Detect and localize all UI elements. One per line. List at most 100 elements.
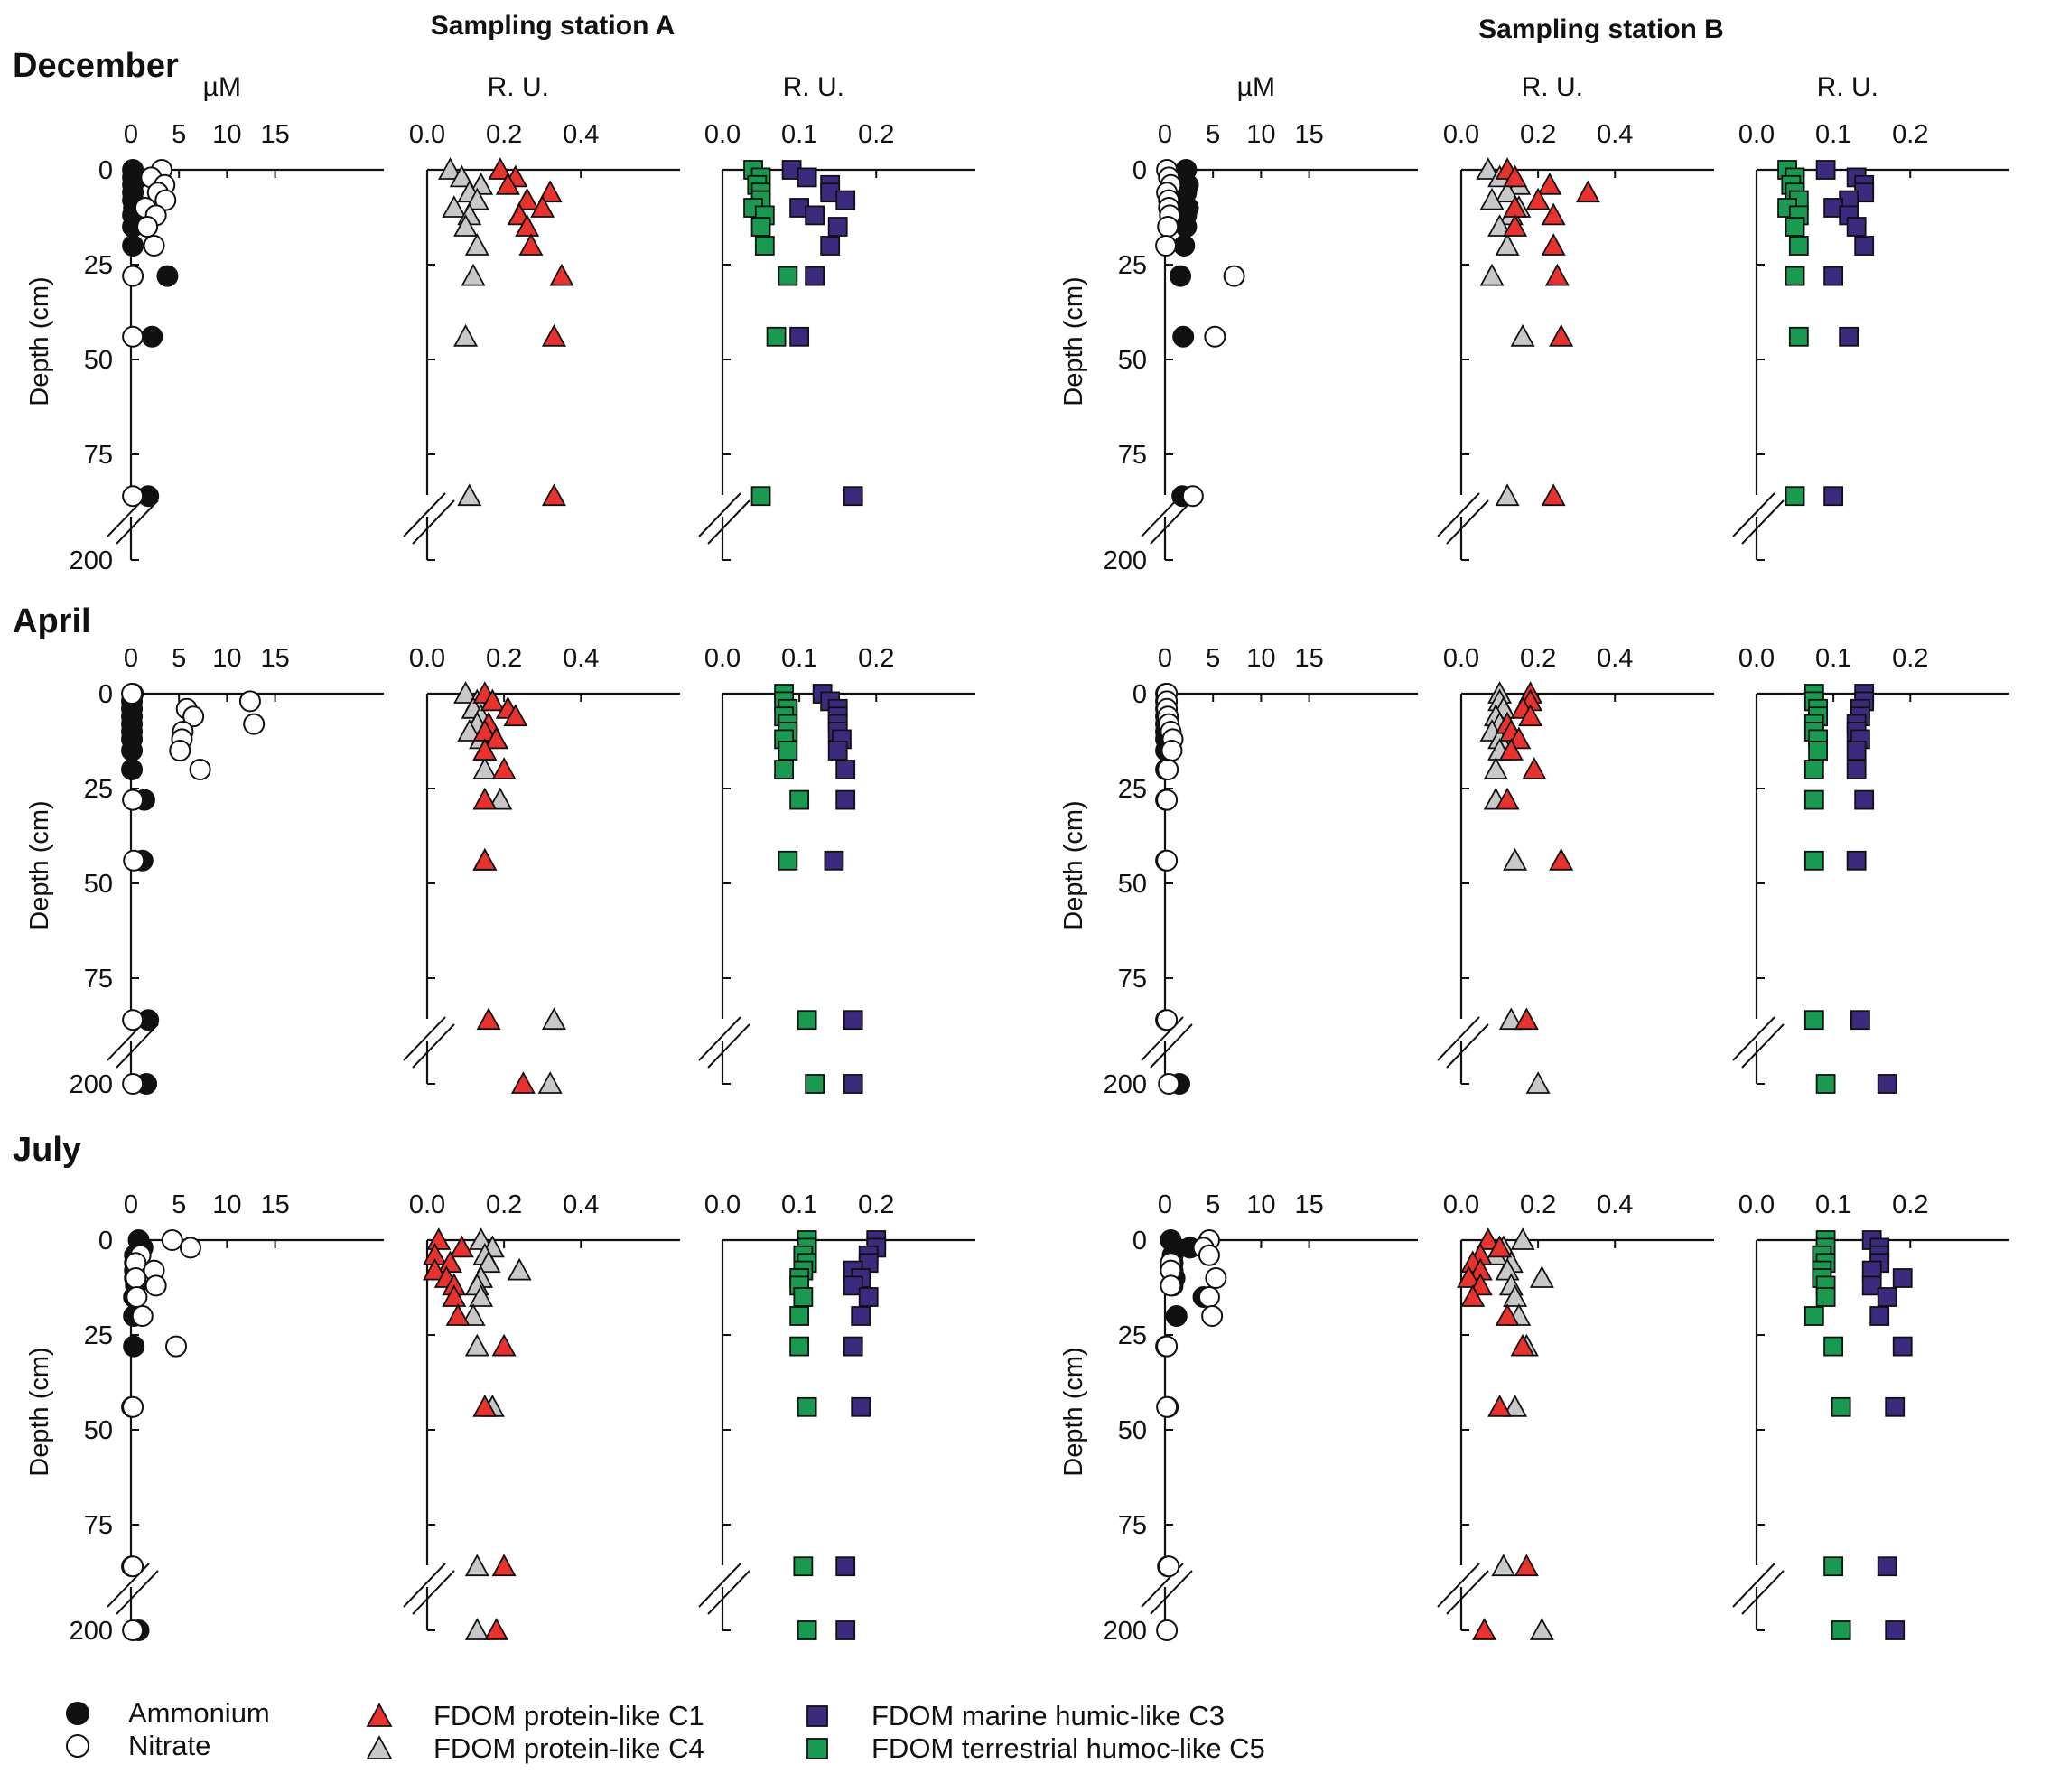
panel-b-december-protein: R. U. 0.0 0.2 0.4 [1437, 72, 1714, 561]
y-tick-label: 200 [1104, 546, 1147, 575]
nitrate-point [1157, 759, 1179, 780]
nitrate-point [1198, 1244, 1220, 1266]
axis-break-mark [1446, 1570, 1489, 1615]
month-label-december: December [13, 47, 179, 85]
c4-point [472, 757, 498, 779]
nitrate-point [122, 1555, 144, 1578]
axis-break-mark [116, 1570, 159, 1615]
c3-point [835, 1620, 856, 1640]
ammonium-point [141, 325, 163, 348]
c5-point [1788, 236, 1809, 256]
c3-point [1869, 1306, 1890, 1326]
c5-point [1831, 1620, 1851, 1640]
c1-point [472, 1394, 498, 1417]
c1-point [1514, 1554, 1539, 1577]
c1-point [1460, 1284, 1486, 1307]
nitrate-point [161, 1229, 183, 1251]
axis-break-mark [707, 499, 750, 545]
axis-break-mark [1150, 499, 1193, 545]
panel-b-july-humic: 0.0 0.1 0.2 [1732, 1190, 2009, 1640]
c5-point [797, 1620, 817, 1640]
c1-point [1510, 1333, 1535, 1357]
c5-point [778, 741, 798, 761]
x-tick-label: 0.0 [409, 644, 445, 673]
y-tick-label: 50 [84, 870, 113, 899]
c4-point [1495, 1257, 1520, 1281]
x-tick-label: 5 [172, 120, 186, 149]
x-tick-label: 0.2 [858, 644, 894, 673]
unit-label: R. U. [1817, 72, 1878, 102]
ammonium-point [1172, 325, 1195, 348]
legend-label: FDOM marine humic-like C3 [871, 1700, 1225, 1731]
x-tick-label: 0.4 [1597, 644, 1633, 673]
y-tick-label: 0 [1132, 156, 1147, 185]
x-tick-label: 10 [212, 644, 241, 673]
c4-point [457, 719, 482, 742]
y-axis-title: Depth (cm) [1059, 276, 1088, 406]
panel-a-july-humic: 0.0 0.1 0.2 [698, 1190, 975, 1640]
x-tick-label: 0 [1158, 644, 1172, 673]
c4-point [1525, 1071, 1551, 1094]
axis-break-mark [1741, 1570, 1785, 1615]
c5-point [797, 1010, 817, 1031]
legend-label: Ammonium [128, 1697, 270, 1729]
c3-point [1823, 486, 1844, 507]
legend-marker [366, 1703, 393, 1727]
c3-point [858, 1287, 879, 1307]
c1-point [1503, 164, 1528, 188]
x-tick-label: 0.2 [858, 120, 894, 149]
nitrate-point [1156, 1335, 1179, 1358]
c1-point [442, 1284, 467, 1307]
c5-point [805, 1074, 825, 1094]
c5-point [1785, 266, 1805, 286]
x-tick-label: 0.0 [409, 120, 445, 149]
ammonium-point [123, 1335, 145, 1358]
nitrate-point [1157, 216, 1179, 238]
c3-point [843, 1275, 863, 1296]
c1-point [541, 323, 566, 347]
c4-point [1495, 180, 1520, 203]
legend-marker [66, 1702, 89, 1725]
c3-point [1815, 160, 1836, 180]
x-tick-label: 15 [1294, 1190, 1323, 1219]
c3-point [827, 217, 848, 237]
x-tick-label: 0.1 [781, 120, 817, 149]
x-tick-label: 0.4 [1597, 1190, 1633, 1219]
nitrate-point [1205, 1267, 1227, 1289]
c4-point [464, 1554, 489, 1577]
c1-point [1487, 1394, 1513, 1417]
x-tick-label: 10 [1246, 120, 1275, 149]
unit-label: R. U. [488, 72, 549, 102]
c3-point [843, 1010, 863, 1031]
c1-point [495, 172, 520, 195]
axis-break-mark [403, 1016, 446, 1061]
axis-break-mark [412, 499, 455, 545]
c4-point [442, 195, 467, 218]
nitrate-point [144, 1274, 167, 1297]
c3-point [827, 741, 848, 761]
nitrate-point [1181, 485, 1204, 508]
x-tick-label: 0.0 [409, 1190, 445, 1219]
nitrate-point [122, 485, 144, 508]
c1-point [1522, 757, 1547, 779]
c3-point [1846, 850, 1867, 871]
x-tick-label: 0.0 [1443, 644, 1479, 673]
nitrate-point [122, 1073, 144, 1095]
nitrate-point [122, 789, 144, 811]
unit-label: µM [203, 72, 241, 102]
c1-point [541, 483, 566, 507]
c3-point [805, 266, 825, 286]
nitrate-point [122, 1395, 144, 1418]
c3-point [851, 1306, 871, 1326]
panel-b-december-humic: R. U. 0.0 0.1 0.2 [1732, 72, 2009, 561]
c1-point [422, 1257, 448, 1281]
c1-point [1525, 187, 1551, 210]
c1-point [518, 233, 544, 256]
axis-break-mark [116, 1023, 159, 1069]
c5-point [1815, 1074, 1836, 1094]
c3-point [824, 850, 844, 871]
c1-point [491, 1333, 517, 1357]
c4-point [541, 1007, 566, 1031]
panel-a-april-humic: 0.0 0.1 0.2 [698, 644, 975, 1094]
x-tick-label: 0.0 [704, 120, 741, 149]
